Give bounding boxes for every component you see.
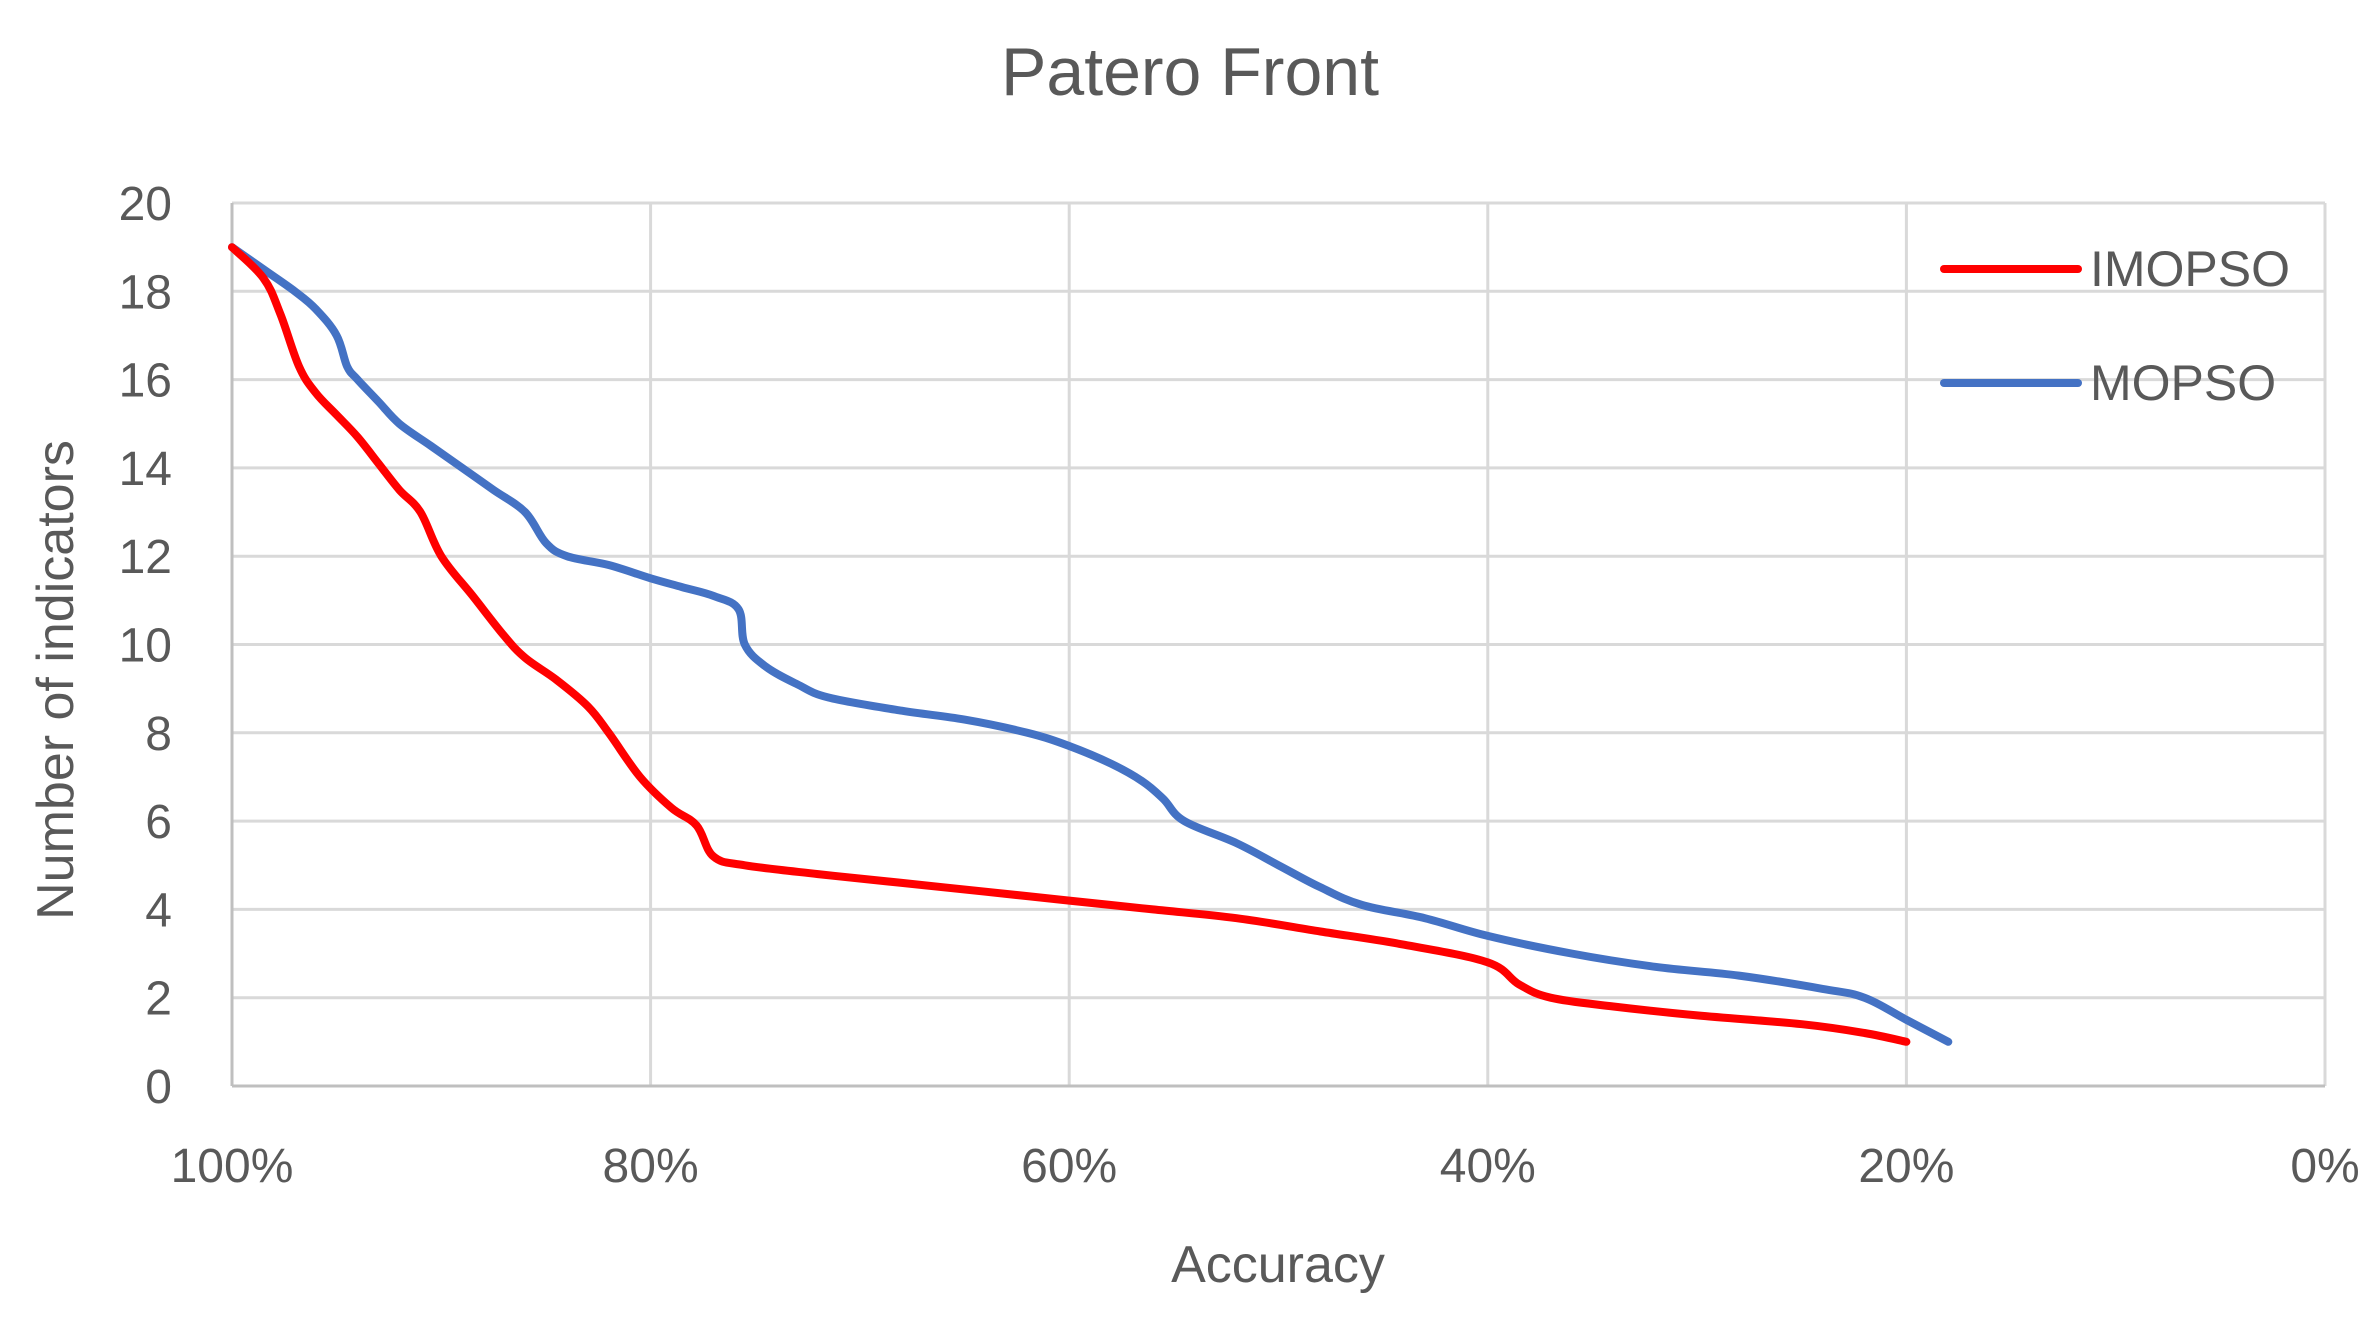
- x-tick-label: 80%: [603, 1140, 699, 1193]
- y-tick-label: 6: [145, 796, 172, 849]
- y-tick-label: 14: [119, 443, 172, 496]
- legend: IMOPSO MOPSO: [1940, 241, 2290, 411]
- y-tick-label: 2: [145, 973, 172, 1026]
- series-line-mopso: [228, 243, 1953, 1046]
- y-tick-label: 12: [119, 531, 172, 584]
- y-tick-label: 18: [119, 266, 172, 319]
- y-axis-label: Number of indicators: [27, 440, 85, 920]
- x-axis-label: Accuracy: [1171, 1236, 1385, 1294]
- gridlines: [232, 201, 2327, 1086]
- legend-label-mopso: MOPSO: [2090, 355, 2276, 411]
- x-tick-label: 20%: [1858, 1140, 1954, 1193]
- chart-title: Patero Front: [1001, 34, 1379, 110]
- x-tick-label: 60%: [1021, 1140, 1117, 1193]
- axes: [230, 203, 2325, 1088]
- x-tick-label: 100%: [171, 1140, 294, 1193]
- series-line-imopso: [228, 243, 1911, 1046]
- y-tick-label: 4: [145, 884, 172, 937]
- x-tick-label: 40%: [1440, 1140, 1536, 1193]
- tick-labels: 0 2 4 6 8 10 12 14 16 18 20 100% 80% 60% 40% 20% 0%: [119, 178, 2360, 1193]
- series-lines: [228, 243, 1953, 1046]
- y-tick-label: 20: [119, 178, 172, 231]
- y-tick-label: 10: [119, 620, 172, 673]
- x-tick-label: 0%: [2290, 1140, 2359, 1193]
- legend-label-imopso: IMOPSO: [2090, 241, 2290, 297]
- y-tick-label: 16: [119, 355, 172, 408]
- y-tick-label: 0: [145, 1061, 172, 1114]
- y-tick-label: 8: [145, 708, 172, 761]
